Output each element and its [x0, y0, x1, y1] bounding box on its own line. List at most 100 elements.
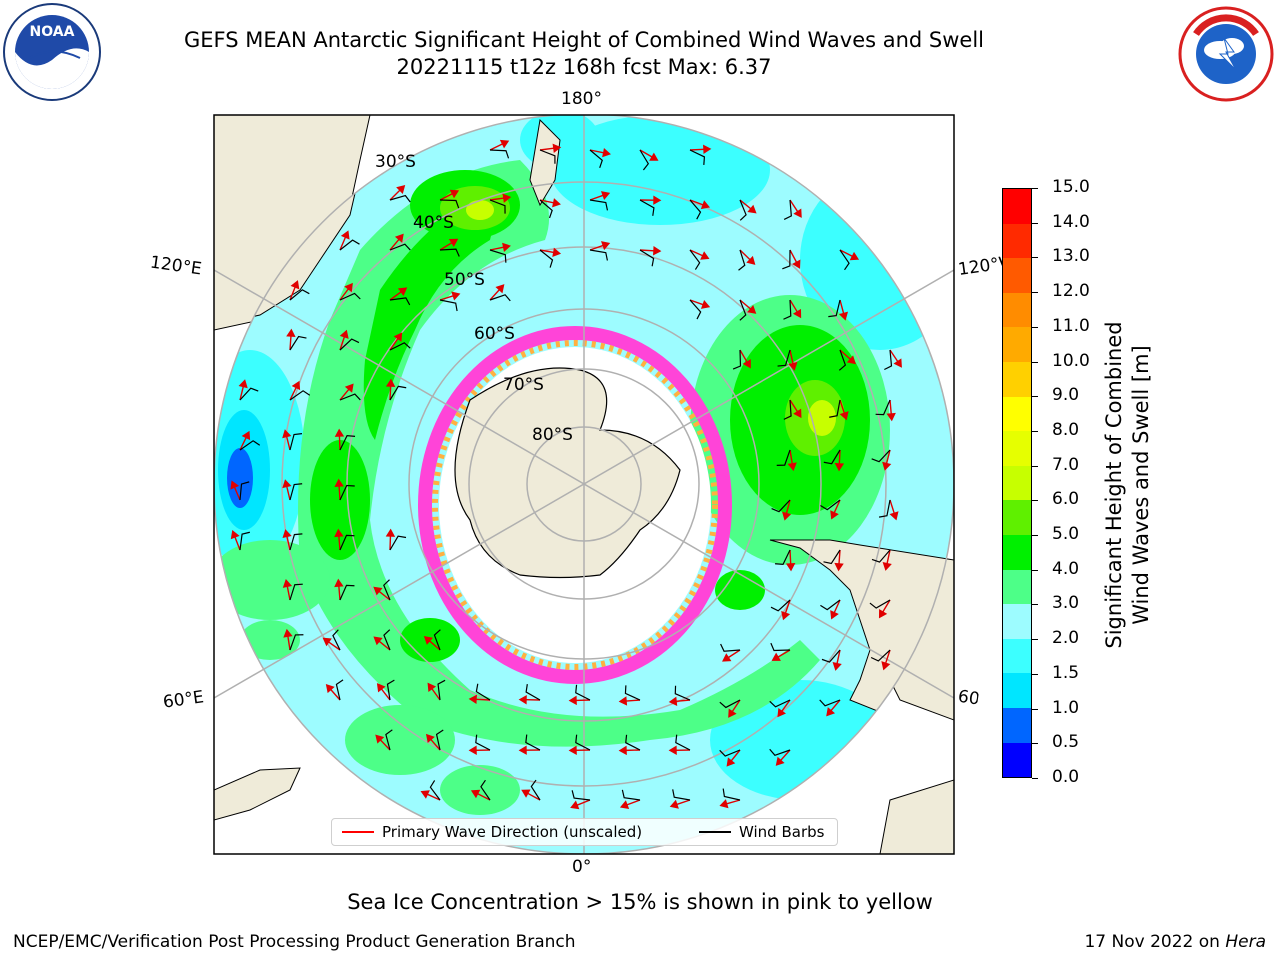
wind-barb [289, 335, 307, 351]
colorbar-tick-mark [1032, 639, 1038, 641]
wave-arrowhead [282, 529, 292, 539]
wind-barb [339, 338, 360, 351]
wave-arrowhead [830, 510, 839, 520]
wind-barbs [239, 149, 893, 801]
wind-barb [289, 634, 304, 651]
wind-barb [386, 679, 395, 701]
noaa-logo: NOAA [3, 3, 101, 101]
wave-arrow [830, 699, 841, 712]
wave-arrowhead [839, 411, 849, 421]
wave-arrowhead [771, 652, 781, 661]
wave-arrow [889, 499, 895, 514]
wave-arrow [675, 699, 691, 703]
wave-arrow [286, 536, 291, 551]
wave-arrow [789, 299, 798, 313]
wave-arrow [689, 249, 704, 257]
wind-barb [783, 199, 792, 220]
colorbar-tick-label: 4.0 [1052, 558, 1080, 579]
wave-arrow [378, 590, 391, 601]
wave-arrowhead [495, 284, 505, 294]
wave-arrow [839, 299, 845, 314]
wave-arrowhead [468, 694, 477, 705]
wind-barb [783, 399, 792, 420]
wave-arrowhead [618, 696, 628, 706]
wind-barb [239, 387, 259, 401]
wave-arrowhead [373, 586, 383, 596]
wind-barb [489, 199, 506, 214]
wind-barb [674, 685, 691, 701]
colorbar-tick-mark [1032, 361, 1038, 363]
wind-barb [775, 549, 791, 566]
colorbar-tick-mark [1032, 569, 1038, 571]
wave-arrow [789, 549, 792, 565]
wave-arrow [689, 299, 704, 306]
wave-arrow [389, 291, 402, 301]
wind-barb [389, 243, 411, 251]
wind-barb [575, 734, 591, 751]
wind-barb [239, 440, 261, 451]
wind-barb [339, 292, 361, 301]
wind-barb [675, 734, 691, 751]
wind-barb [539, 249, 554, 268]
wave-arrow [739, 249, 751, 261]
wave-arrowhead [777, 707, 786, 718]
wave-arrow [477, 793, 491, 801]
wave-arrowhead [722, 653, 732, 662]
wave-arrowhead [427, 682, 437, 692]
wave-arrow [439, 193, 453, 201]
wave-arrow [882, 599, 891, 613]
wave-arrowhead [782, 511, 792, 521]
wave-arrow [286, 586, 291, 601]
wave-arrowhead [838, 311, 849, 321]
wind-barb [389, 297, 411, 306]
wind-barb [289, 533, 303, 551]
wave-arrow [539, 249, 554, 254]
colorbar-tick-mark [1032, 396, 1038, 398]
colorbar-tick-mark [1032, 222, 1038, 224]
wave-arrow [739, 349, 748, 363]
wind-barb [689, 149, 706, 165]
colorbar-swatch [1003, 223, 1031, 259]
footer-host: Hera [1225, 932, 1266, 952]
wave-arrow [639, 149, 653, 158]
wind-barb [489, 249, 507, 263]
wind-barb [335, 679, 344, 701]
wave-arrow [439, 295, 454, 301]
wave-arrow [389, 189, 401, 201]
wave-arrowhead [889, 511, 899, 521]
wave-arrowhead [282, 579, 293, 588]
legend-wind-line [699, 831, 731, 833]
wave-arrow [833, 499, 841, 514]
wave-arrowhead [668, 696, 678, 706]
wind-barb [475, 683, 491, 701]
wind-barb [289, 483, 303, 501]
wave-arrowhead [793, 408, 802, 419]
wind-barb [823, 549, 841, 565]
map-subtitle: 20221115 t12z 168h fcst Max: 6.37 [396, 55, 772, 79]
wind-barb [776, 449, 791, 466]
wave-arrowhead [649, 152, 659, 161]
wind-barb [589, 149, 603, 169]
wind-barb [783, 299, 792, 320]
wave-arrow [489, 246, 504, 251]
wave-arrow [839, 349, 851, 360]
wave-arrowhead [834, 562, 844, 572]
wave-arrowhead [451, 291, 461, 301]
wave-arrow [689, 148, 705, 151]
wave-arrowhead [448, 238, 459, 248]
wind-barb [838, 349, 847, 371]
wave-arrow [784, 599, 791, 614]
wave-arrowhead [230, 480, 240, 490]
colorbar-tick-mark [1032, 708, 1038, 710]
wave-arrow [233, 486, 241, 501]
wave-arrow [380, 688, 391, 701]
wind-barb [770, 642, 791, 652]
wind-barb [625, 734, 641, 751]
wave-arrowhead [373, 636, 383, 646]
wave-arrowhead [283, 628, 293, 638]
colorbar-tick-mark [1032, 188, 1038, 189]
wind-barb [339, 393, 361, 401]
colorbar-swatch [1003, 431, 1031, 466]
wave-arrow [626, 799, 641, 806]
colorbar-tick-mark [1032, 778, 1038, 779]
